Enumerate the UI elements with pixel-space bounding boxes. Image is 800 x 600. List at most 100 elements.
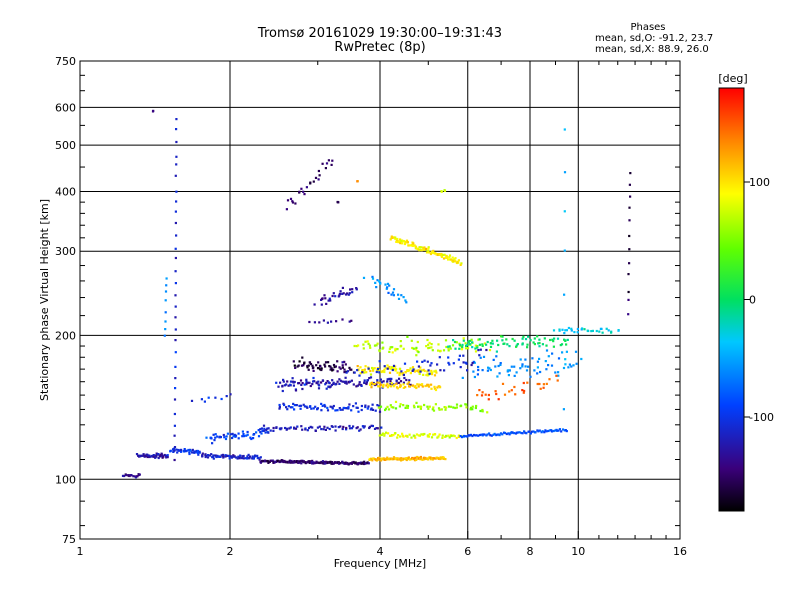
data-point [464, 347, 468, 350]
data-point [485, 343, 488, 346]
data-point [363, 379, 366, 382]
data-point [481, 343, 484, 346]
data-point [404, 371, 407, 374]
data-point [259, 428, 262, 431]
data-point [378, 385, 381, 388]
data-point [433, 374, 437, 377]
data-point [390, 377, 393, 380]
data-point [378, 371, 381, 374]
data-point [398, 373, 401, 377]
x-tick-label: 10 [571, 545, 585, 558]
data-point [196, 449, 199, 453]
data-point [324, 167, 327, 170]
data-point [413, 435, 416, 438]
data-point [351, 461, 354, 464]
data-point [228, 454, 231, 458]
data-point [250, 437, 253, 441]
data-point [395, 458, 398, 461]
data-point [443, 189, 447, 192]
phase-stats-heading: Phases [630, 22, 666, 33]
data-point [481, 344, 484, 347]
data-point [332, 292, 335, 295]
data-point [312, 380, 315, 383]
data-point [402, 296, 405, 299]
data-point [272, 460, 275, 464]
data-point [484, 393, 487, 396]
data-point [544, 360, 547, 363]
data-point [237, 437, 240, 440]
data-point [394, 349, 397, 352]
data-point [405, 301, 408, 304]
data-point [330, 163, 333, 166]
data-point [298, 460, 301, 463]
data-point [628, 206, 631, 209]
data-point [527, 335, 530, 338]
data-point [158, 455, 161, 458]
data-point [566, 338, 569, 341]
data-point [448, 436, 451, 439]
data-point [138, 454, 142, 458]
data-point [370, 386, 373, 389]
data-point [469, 433, 472, 436]
data-point [384, 367, 387, 370]
data-point [549, 338, 552, 342]
data-point [378, 360, 381, 363]
data-point [321, 379, 324, 382]
data-point [401, 372, 404, 375]
data-point [518, 431, 521, 434]
data-point [303, 405, 306, 408]
data-point [271, 459, 274, 462]
data-point [356, 180, 359, 183]
data-point [398, 368, 402, 371]
data-point [382, 380, 385, 383]
data-point [292, 360, 295, 363]
data-point [610, 331, 613, 334]
data-point [342, 406, 345, 409]
data-point [627, 313, 630, 316]
data-point [306, 381, 309, 384]
data-point [396, 348, 399, 351]
data-point [413, 244, 416, 247]
data-point [232, 454, 235, 457]
data-point [418, 434, 421, 437]
data-point [395, 239, 398, 242]
data-point [207, 454, 210, 457]
data-point [165, 454, 168, 457]
data-point [357, 410, 360, 413]
data-point [286, 408, 289, 411]
y-tick-label: 300 [55, 245, 76, 258]
data-point [373, 344, 377, 347]
data-point [320, 368, 323, 372]
data-point [428, 372, 431, 375]
data-point [148, 454, 151, 457]
data-point [383, 433, 386, 436]
data-point [468, 343, 471, 346]
data-point [447, 349, 450, 352]
data-point [342, 425, 345, 428]
data-point [293, 408, 296, 411]
data-point [324, 361, 328, 364]
data-point [539, 387, 542, 390]
data-point [444, 458, 447, 461]
data-point [252, 457, 255, 460]
data-point [487, 398, 490, 401]
data-point [434, 433, 437, 436]
data-point [372, 367, 375, 370]
data-point [504, 431, 507, 435]
data-point [325, 162, 329, 165]
data-point [289, 406, 292, 409]
data-point [258, 458, 261, 461]
data-point [462, 361, 465, 364]
data-point [397, 293, 400, 296]
data-point [393, 368, 396, 371]
data-point [561, 328, 564, 331]
data-point [574, 350, 578, 353]
data-point [344, 363, 347, 366]
data-point [378, 381, 381, 385]
data-point [205, 436, 208, 439]
phase-stats: Phases mean, sd,O: -91.2, 23.7 mean, sd,… [595, 22, 745, 55]
data-point [216, 435, 219, 438]
data-point [315, 461, 318, 464]
data-point [212, 433, 215, 436]
data-point [482, 433, 485, 436]
